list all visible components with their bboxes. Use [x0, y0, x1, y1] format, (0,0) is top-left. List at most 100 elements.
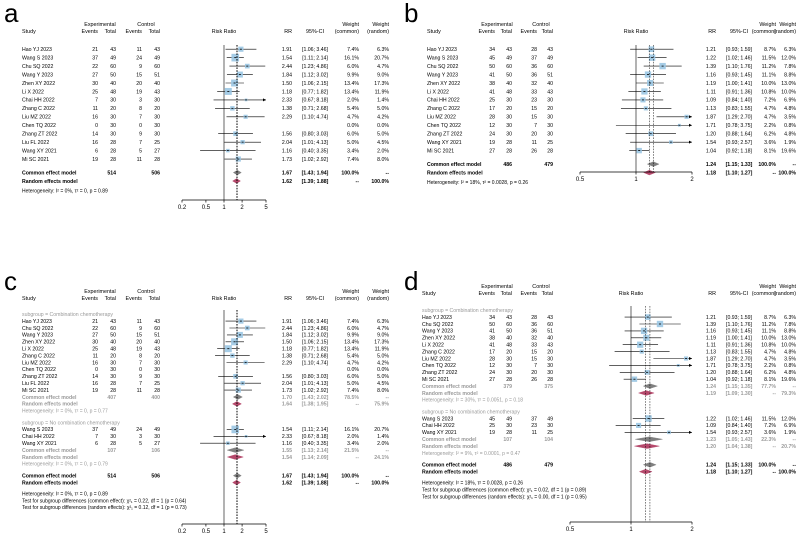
study-events-exp: 19 [489, 140, 495, 146]
study-events-exp: 27 [489, 148, 495, 154]
study-events-exp: 28 [489, 115, 495, 121]
study-ci: [0.78; 3.75] [726, 363, 753, 369]
study-ci: [1.02; 2.92] [302, 157, 329, 163]
study-events-exp: 16 [92, 140, 98, 146]
study-weight-random: 4.8% [784, 349, 796, 355]
study-weight-common: 4.7% [347, 115, 359, 121]
common-model-weight-common: 78.5% [344, 395, 359, 401]
header-total-ctl: Total [149, 296, 160, 302]
common-diamond [232, 394, 243, 400]
study-total-ctl: 43 [154, 47, 160, 53]
study-rr: 1.21 [706, 47, 716, 53]
study-weight-random: 4.7% [377, 64, 389, 70]
random-model-ci: [1.39; 1.88] [302, 480, 329, 486]
study-events-exp: 24 [489, 132, 495, 138]
study-ci: [0.67; 8.18] [302, 98, 329, 104]
study-rr: 1.09 [706, 423, 716, 429]
study-name: Wang S 2023 [22, 427, 53, 433]
study-events-ctl: 20 [531, 370, 537, 376]
footer-test-text: Test for subgroup differences (common ef… [22, 498, 187, 504]
study-rr: 1.54 [706, 430, 716, 436]
study-total-exp: 40 [506, 81, 512, 87]
study-rr: 1.71 [706, 123, 716, 129]
x-axis-tick-label: 2 [240, 529, 244, 534]
study-weight-common: 7.4% [347, 319, 359, 325]
study-ci: [0.93; 1.59] [726, 47, 753, 53]
study-weight-random: 10.0% [781, 343, 796, 349]
study-ci: [0.93; 2.57] [726, 140, 753, 146]
random-model-weight-common: -- [773, 391, 777, 397]
panel-label-d: d [404, 266, 419, 296]
study-events-exp: 50 [489, 64, 495, 70]
study-ci: [1.02; 1.46] [726, 55, 753, 61]
header-study: Study [22, 296, 36, 302]
study-total-exp: 49 [506, 55, 512, 61]
random-model-rr: 1.54 [282, 455, 292, 461]
header-total-exp: Total [105, 296, 116, 302]
study-weight-common: 5.0% [347, 140, 359, 146]
study-total-ctl: 30 [547, 98, 553, 104]
random-model-weight-random: 20.7% [781, 444, 796, 450]
study-total-ctl: 28 [547, 148, 553, 154]
study-rr: 1.16 [706, 329, 716, 335]
study-events-ctl: 9 [139, 132, 142, 138]
study-ci-arrow [689, 115, 692, 119]
study-total-exp: 60 [506, 322, 512, 328]
study-weight-random: 11.9% [375, 89, 390, 95]
random-model-weight-common: -- [773, 469, 777, 475]
study-events-exp: 50 [489, 322, 495, 328]
header-control: Control [137, 289, 154, 295]
study-weight-random: 4.2% [377, 360, 389, 366]
study-ci: [0.78; 3.75] [726, 123, 753, 129]
common-model-weight-random: -- [386, 473, 390, 479]
common-model-weight-common: 100.0% [341, 170, 359, 176]
study-total-ctl: 30 [547, 370, 553, 376]
study-ci: [1.01; 4.13] [302, 140, 329, 146]
common-diamond [642, 462, 657, 468]
study-rr: 1.13 [706, 106, 716, 112]
study-weight-common: 11.2% [762, 64, 777, 70]
header-weight-random: Weight [779, 22, 796, 28]
study-name: Zhen XY 2022 [22, 81, 55, 87]
study-weight-common: 7.4% [347, 388, 359, 394]
common-model-label: Common effect model [422, 437, 477, 443]
study-rr: 2.33 [282, 98, 292, 104]
study-ci: [0.80; 3.03] [302, 374, 329, 380]
header-ci: 95%-CI [306, 29, 324, 35]
common-model-ci: [1.43; 1.94] [302, 170, 329, 176]
study-weight-common: 3.6% [764, 430, 776, 436]
study-name: Liu MZ 2022 [422, 356, 451, 362]
study-total-exp: 43 [110, 319, 116, 325]
common-model-weight-common: 22.3% [761, 437, 776, 443]
header-events-ctl: Events [126, 296, 143, 302]
study-total-exp: 28 [110, 388, 116, 394]
common-model-ci: [1.15; 1.33] [726, 463, 753, 469]
study-weight-common: 2.2% [764, 363, 776, 369]
study-weight-common: 0.0% [347, 367, 359, 373]
study-ci: [1.10; 4.74] [302, 360, 329, 366]
study-rr: 1.11 [706, 343, 716, 349]
random-model-ci: [1.39; 1.88] [302, 179, 329, 185]
study-rr: 1.84 [282, 72, 292, 78]
x-axis-tick-label: 0.5 [202, 529, 211, 534]
study-events-ctl: 8 [139, 106, 142, 112]
random-model-label: Random effects model [22, 480, 78, 486]
common-total-exp: 107 [107, 448, 116, 454]
common-diamond [642, 383, 659, 389]
study-weight-common: 2.0% [347, 434, 359, 440]
x-axis-tick-label: 1 [629, 527, 633, 533]
study-rr: 1.54 [282, 55, 292, 61]
random-diamond [643, 169, 656, 176]
study-ci: [0.93; 1.45] [726, 329, 753, 335]
study-ci: [0.91; 1.36] [726, 89, 753, 95]
study-rr: 2.44 [282, 64, 292, 70]
study-weight-common: 2.2% [764, 123, 776, 129]
x-axis-tick-label: 1 [634, 177, 638, 183]
common-model-ci: [1.05; 1.43] [726, 437, 753, 443]
study-name: Zhen XY 2022 [422, 336, 455, 342]
study-rr: 1.20 [706, 370, 716, 376]
study-name: Wang S 2023 [422, 416, 453, 422]
study-name: Wang XY 2021 [22, 148, 57, 154]
common-total-exp: 486 [503, 463, 512, 469]
study-rr: 2.33 [282, 434, 292, 440]
